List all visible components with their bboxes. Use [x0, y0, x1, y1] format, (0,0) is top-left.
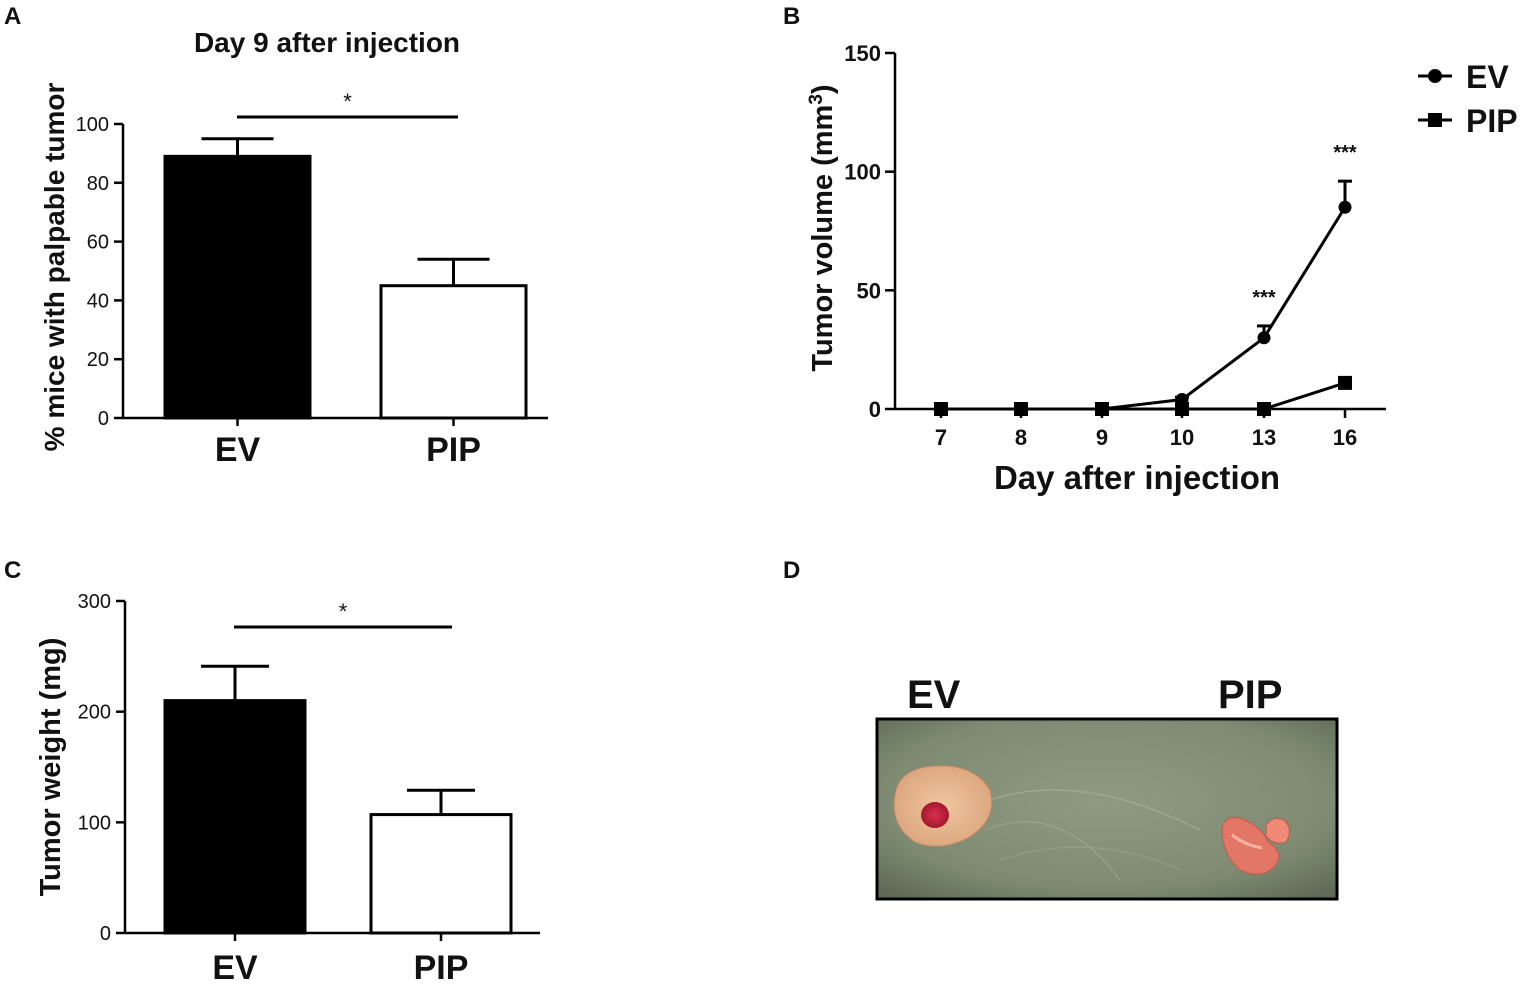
series-line-ev	[941, 206, 1347, 411]
panel-label-d: D	[783, 557, 800, 584]
data-point-pip	[1095, 402, 1109, 416]
significance-marker: *	[339, 599, 348, 624]
y-tick-label: 150	[844, 41, 881, 66]
photo-scratch	[989, 789, 1201, 831]
y-tick-label: 0	[100, 923, 111, 945]
y-tick-label: 100	[76, 114, 109, 136]
photo-scratch	[984, 821, 1121, 881]
photo-label-pip: PIP	[1218, 673, 1282, 717]
significance-marker: ***	[1333, 142, 1357, 164]
y-tick-label: 300	[78, 591, 111, 613]
series-line-pip	[941, 381, 1346, 411]
panel-label-b: B	[783, 3, 800, 30]
x-tick-label: 7	[935, 425, 947, 450]
legend-label: EV	[1466, 59, 1509, 95]
data-point-ev	[1338, 200, 1352, 214]
x-axis-label: Day after injection	[994, 459, 1280, 496]
panel-d-photo: EV PIP	[875, 673, 1339, 901]
data-point-pip	[1257, 402, 1271, 416]
y-tick-label: 80	[87, 173, 109, 195]
significance-marker: ***	[1252, 287, 1276, 309]
x-tick-label: EV	[212, 949, 258, 984]
legend-label: PIP	[1466, 103, 1518, 139]
pip-tumor-highlight	[1231, 833, 1263, 850]
bar	[379, 284, 528, 420]
x-tick-label: PIP	[414, 949, 469, 984]
data-point-ev	[1257, 331, 1271, 345]
y-tick-label: 100	[78, 812, 111, 834]
photo-label-ev: EV	[907, 673, 961, 717]
y-tick-label: 0	[869, 397, 881, 422]
x-tick-label: 13	[1252, 425, 1276, 450]
y-tick-label: 200	[78, 702, 111, 724]
panel-label-c: C	[4, 557, 21, 584]
significance-marker: *	[343, 89, 352, 114]
y-tick-label: 50	[857, 278, 881, 303]
y-tick-label: 100	[844, 160, 881, 185]
data-point-pip	[1175, 402, 1189, 416]
y-axis-label: % mice with palpable tumor	[39, 83, 70, 452]
legend-marker	[1428, 69, 1442, 83]
bar	[369, 813, 513, 935]
y-tick-label: 0	[98, 408, 109, 430]
chart-title: Day 9 after injection	[194, 27, 460, 58]
x-tick-label: EV	[215, 431, 261, 469]
data-point-pip	[934, 402, 948, 416]
data-point-pip	[1338, 375, 1352, 390]
y-axis-label: Tumor weight (mg)	[35, 638, 67, 897]
bar	[163, 154, 312, 420]
x-tick-label: PIP	[426, 431, 481, 469]
x-tick-label: 10	[1170, 425, 1194, 450]
legend-marker	[1428, 113, 1442, 127]
data-point-pip	[1014, 402, 1028, 416]
pip-tumor-lobe	[1265, 818, 1290, 844]
bar	[163, 699, 307, 935]
photo-scratch	[999, 846, 1181, 871]
ev-tumor-core	[921, 802, 949, 828]
y-tick-label: 20	[87, 349, 109, 371]
panel-b-chart: Tumor volume (mm3) Day after injection 0…	[806, 41, 1518, 496]
panel-a-chart: Day 9 after injection % mice with palpab…	[39, 27, 548, 469]
x-tick-label: 9	[1096, 425, 1108, 450]
panel-label-a: A	[4, 3, 21, 30]
x-tick-label: 16	[1333, 425, 1357, 450]
y-tick-label: 40	[87, 290, 109, 312]
panel-c-chart: Tumor weight (mg) 0 100 200 300 EV PIP *	[35, 591, 540, 984]
y-axis-label: Tumor volume (mm3)	[806, 84, 840, 371]
y-tick-label: 60	[87, 232, 109, 254]
x-tick-label: 8	[1015, 425, 1027, 450]
